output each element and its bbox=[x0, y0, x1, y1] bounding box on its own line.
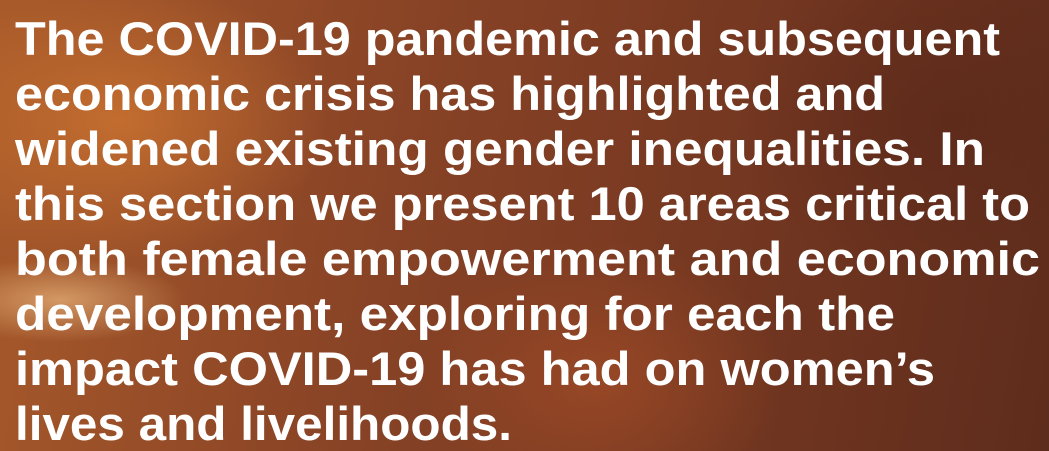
text-block: The COVID-19 pandemic and subsequentecon… bbox=[0, 0, 1049, 451]
paragraph-line: impact COVID-19 has had on women’s bbox=[15, 342, 935, 395]
paragraph-line: this section we present 10 areas critica… bbox=[15, 177, 1030, 230]
page: The COVID-19 pandemic and subsequentecon… bbox=[0, 0, 1049, 451]
paragraph-line: economic crisis has highlighted and bbox=[15, 67, 885, 120]
paragraph-line: The COVID-19 pandemic and subsequent bbox=[15, 12, 1000, 65]
paragraph-line: widened existing gender inequalities. In bbox=[14, 122, 985, 175]
paragraph-line: lives and livelihoods. bbox=[15, 397, 512, 450]
paragraph-line: development, exploring for each the bbox=[15, 287, 895, 340]
paragraph-line: both female empowerment and economic bbox=[15, 232, 1040, 285]
